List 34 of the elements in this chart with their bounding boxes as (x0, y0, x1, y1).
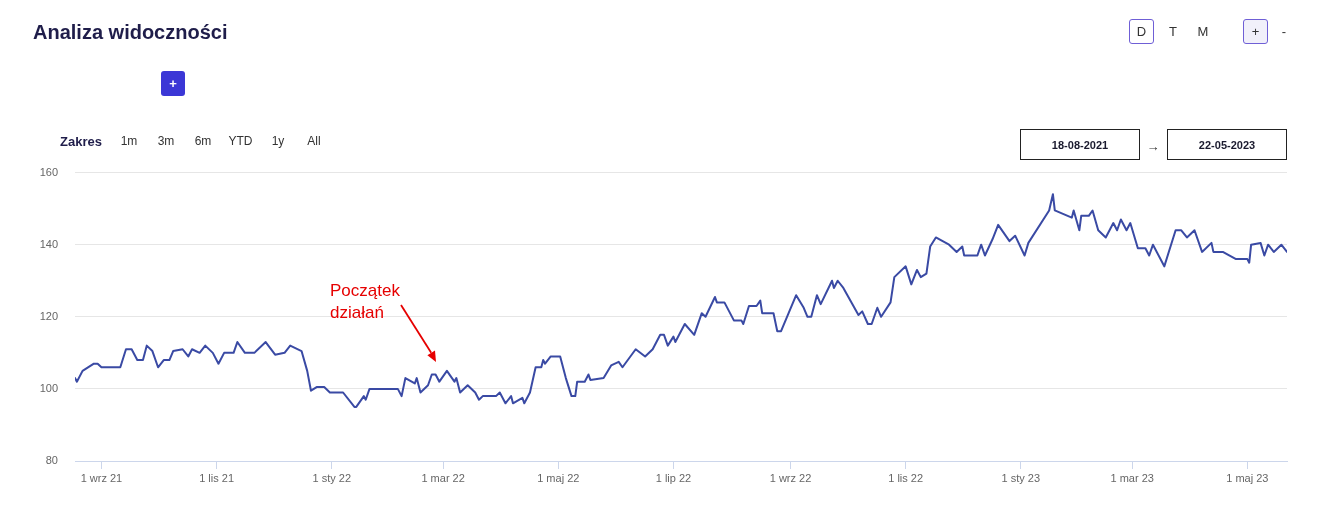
text: - (1281, 24, 1287, 39)
chart-title: Analiza widoczności (33, 20, 228, 45)
text: 6m (194, 134, 212, 148)
zoom-button: + (1243, 19, 1268, 44)
text: 3m (157, 134, 175, 148)
x-tick-label: 1 sty 23 (1001, 471, 1041, 484)
x-tick-label: 1 maj 22 (537, 471, 580, 484)
x-tick-label: 1 lip 22 (655, 471, 692, 484)
text: YTD (228, 134, 253, 148)
x-tick-label: 1 maj 23 (1226, 471, 1269, 484)
text: 1m (120, 134, 138, 148)
text: Zakres (60, 133, 102, 149)
annotation: Początek działań (330, 281, 400, 322)
date-field: 18-08-2021 (1020, 129, 1140, 160)
y-tick-label: 80 (45, 454, 58, 467)
y-tick-label: 160 (39, 165, 58, 178)
y-tick-label: 140 (39, 237, 58, 250)
text: → (1146, 138, 1160, 154)
x-tick-label: 1 mar 23 (1110, 471, 1154, 484)
text: T (1169, 24, 1177, 39)
date-field: 22-05-2023 (1167, 129, 1287, 160)
x-tick-label: 1 wrz 22 (769, 471, 812, 484)
y-tick-label: 100 (39, 381, 58, 394)
y-tick-label: 120 (39, 309, 58, 322)
x-tick-label: 1 wrz 21 (80, 471, 123, 484)
x-tick-label: 1 mar 22 (421, 471, 465, 484)
text: M (1197, 24, 1209, 39)
x-tick-label: 1 lis 21 (199, 471, 235, 484)
period-button: D (1129, 19, 1154, 44)
add-button: + (161, 71, 185, 96)
x-tick-label: 1 lis 22 (888, 471, 924, 484)
x-tick-label: 1 sty 22 (312, 471, 352, 484)
text: 1y (271, 134, 285, 148)
text: All (307, 134, 321, 148)
